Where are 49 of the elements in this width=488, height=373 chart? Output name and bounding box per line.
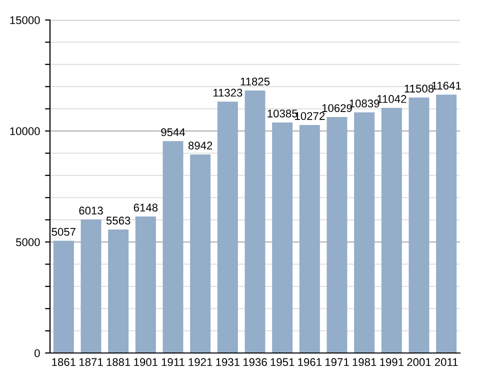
data-label: 8942 [188,142,212,150]
y-tick-label: 0 [34,349,40,358]
bar [436,94,457,353]
bar [381,108,402,353]
bar [108,230,129,353]
bar [162,141,184,353]
data-label: 10272 [295,112,325,120]
bar [135,216,156,353]
bar [217,102,238,353]
x-tick-label: 1921 [188,358,212,366]
data-label: 10839 [350,100,380,108]
x-tick-label: 1961 [298,358,322,366]
bar [53,240,74,353]
x-tick-label: 1901 [134,358,158,366]
x-tick-label: 1881 [106,358,130,366]
bar [299,124,320,353]
x-tick-label: 1931 [216,358,240,366]
data-label: 6013 [79,206,103,215]
x-tick-label: 1936 [243,358,267,366]
x-tick-label: 2011 [434,358,458,366]
x-tick-label: 1951 [270,358,294,366]
y-tick-label: 5000 [16,238,40,246]
x-tick-label: 2001 [407,358,431,366]
data-label: 11825 [240,78,270,86]
y-tick-label: 15000 [10,16,40,24]
x-tick-label: 1971 [325,358,349,366]
x-tick-label: 1871 [79,358,103,366]
data-label: 5563 [106,216,130,225]
x-tick-label: 1911 [162,358,184,366]
bar [408,98,430,353]
x-tick-label: 1991 [380,358,404,366]
y-tick-label: 10000 [10,127,40,136]
data-label: 10629 [322,104,352,112]
x-tick-label: 1981 [352,358,376,366]
bar [244,90,266,353]
data-label: 10385 [268,110,298,118]
data-label: 11042 [377,95,406,103]
data-label: 6148 [134,204,158,212]
data-label: 11508 [404,84,434,93]
bar [272,122,293,353]
data-label: 5057 [52,228,76,236]
bar [190,154,211,353]
data-label: 9544 [161,128,186,136]
bar [354,112,375,353]
bar [326,117,348,353]
bar [80,220,102,353]
data-label: 11323 [213,88,242,97]
x-tick-label: 1861 [52,358,76,366]
data-label: 11641 [432,82,461,90]
